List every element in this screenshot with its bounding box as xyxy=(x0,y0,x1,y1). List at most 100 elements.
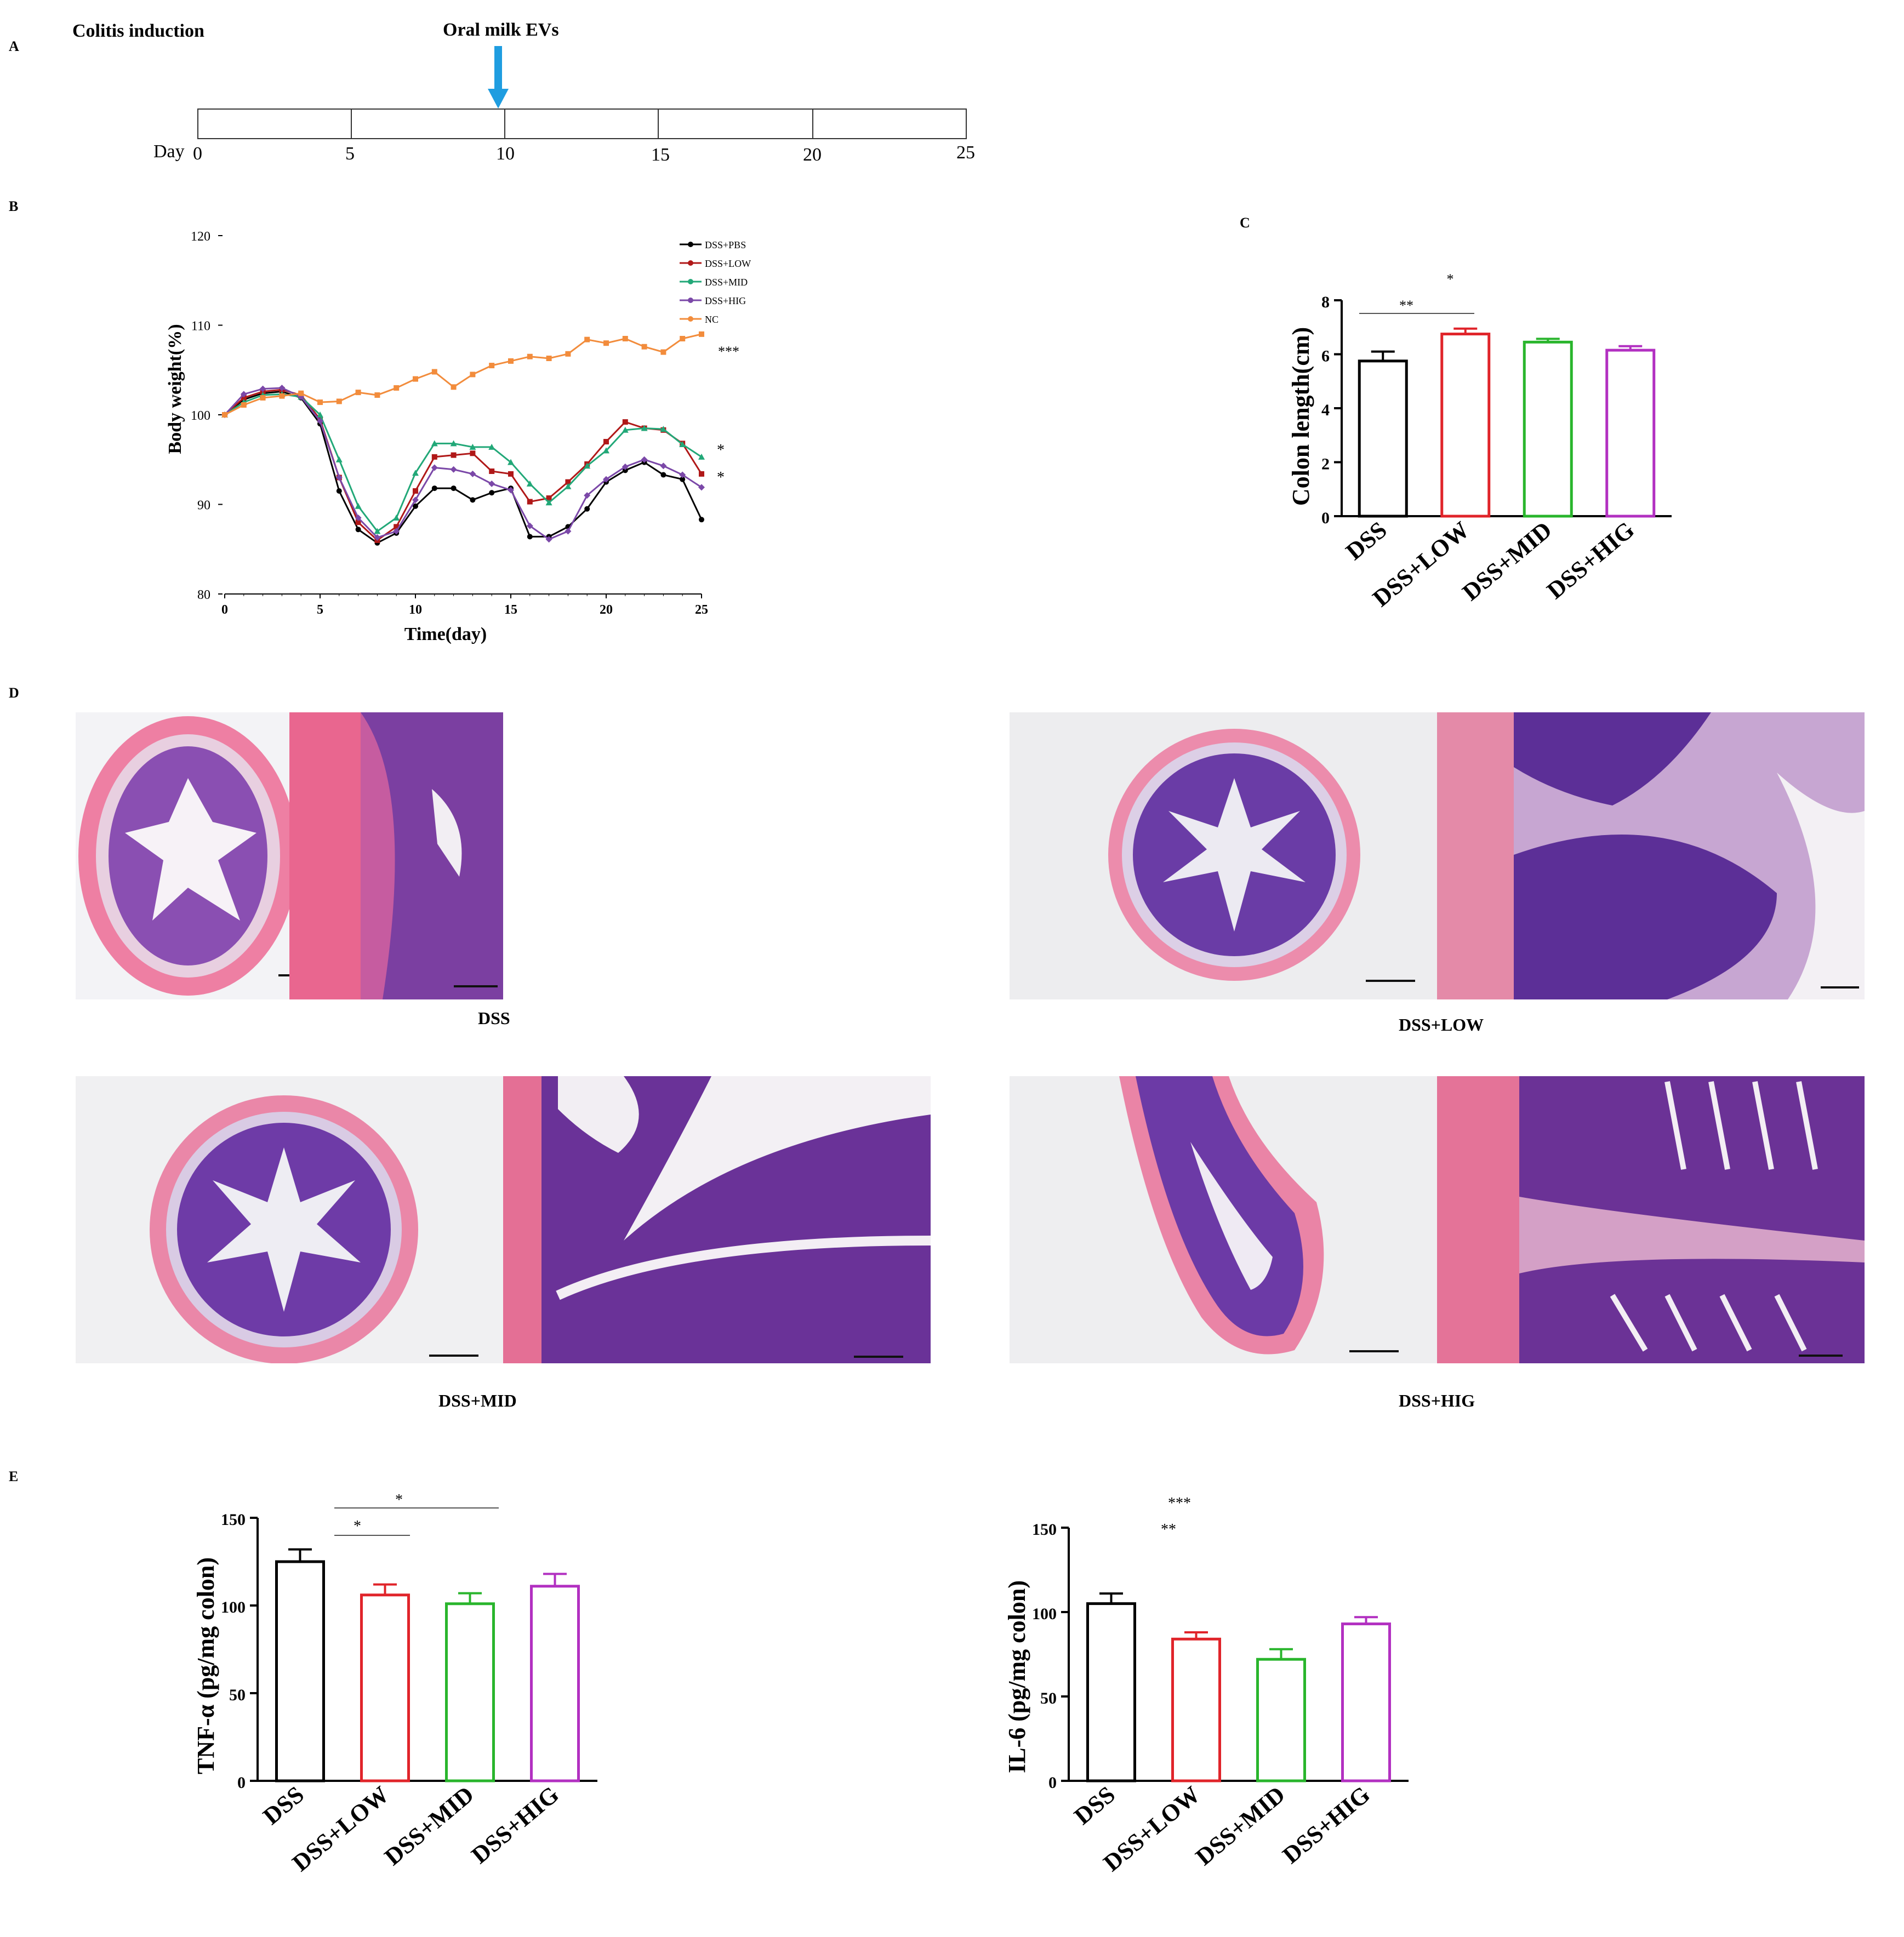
data-point xyxy=(336,398,342,404)
timeline-tick: 25 xyxy=(956,142,975,163)
y-axis-label: IL-6 (pg/mg colon) xyxy=(1004,1580,1030,1773)
y-tick-label: 6 xyxy=(1321,347,1330,365)
series-line-4 xyxy=(224,333,702,416)
significance-label: ** xyxy=(1399,298,1413,313)
data-point xyxy=(469,470,476,477)
data-point xyxy=(450,466,457,473)
data-point xyxy=(470,497,476,503)
timeline-segment-dss-3: 2.5%DSS xyxy=(812,108,967,139)
bar xyxy=(275,1560,325,1782)
series-line-3 xyxy=(224,387,702,540)
data-point xyxy=(488,443,495,450)
data-point xyxy=(584,336,590,342)
y-axis-label: Colon length(cm) xyxy=(1287,327,1314,506)
segment-label: 2.5%DSS xyxy=(240,113,309,134)
data-point xyxy=(545,499,552,506)
bar xyxy=(360,1593,410,1782)
data-point xyxy=(584,492,591,499)
y-axis-label: Body weight(%) xyxy=(165,324,185,454)
bar xyxy=(445,1602,495,1782)
y-tick-label: 8 xyxy=(1321,293,1330,311)
category-label: DSS xyxy=(1341,516,1392,565)
segment-label: Water xyxy=(715,113,756,134)
timeline-tick: 5 xyxy=(345,144,355,164)
data-point xyxy=(241,395,247,401)
timeline-segment-water-1: Water xyxy=(351,108,505,139)
bar xyxy=(1341,1622,1391,1782)
legend-marker xyxy=(688,316,693,322)
data-point xyxy=(489,490,495,496)
data-point xyxy=(565,351,571,357)
data-point xyxy=(335,474,343,481)
data-point xyxy=(508,487,514,494)
y-tick-label: 0 xyxy=(237,1774,246,1792)
data-point xyxy=(374,392,380,398)
data-point xyxy=(622,336,628,342)
data-point xyxy=(526,480,533,487)
significance-label: * xyxy=(354,1518,361,1535)
data-point xyxy=(431,464,438,471)
data-point xyxy=(641,456,648,463)
timeline-segment-dss-2: 2.5%DSS xyxy=(504,108,659,139)
legend-marker xyxy=(688,298,693,303)
data-point xyxy=(394,524,400,530)
series-line-2 xyxy=(224,393,702,533)
bar xyxy=(530,1585,580,1782)
data-point xyxy=(622,419,628,425)
data-point xyxy=(374,528,381,534)
y-tick-label: 2 xyxy=(1321,455,1330,473)
y-tick-label: 50 xyxy=(1040,1689,1057,1707)
y-tick-label: 0 xyxy=(1048,1774,1057,1792)
data-point xyxy=(431,369,437,375)
data-point xyxy=(527,499,533,505)
data-point xyxy=(698,453,705,460)
caption-dss: DSS xyxy=(478,1008,510,1028)
histology-dss-mid xyxy=(76,1076,931,1363)
down-arrow-icon xyxy=(488,46,509,108)
data-point xyxy=(355,527,361,533)
category-label: DSS+MID xyxy=(1457,516,1557,606)
y-tick-label: 120 xyxy=(191,230,210,244)
data-point xyxy=(431,454,437,460)
histology-dss xyxy=(76,712,503,999)
timeline-tick: 15 xyxy=(651,145,670,165)
legend-label: DSS+PBS xyxy=(705,239,746,250)
colon-length-bar-chart: Colon length(cm) 02468DSSDSS+LOWDSS+MIDD… xyxy=(1287,271,1672,612)
timeline-segment-dss-1: 2.5%DSS xyxy=(197,108,352,139)
data-point xyxy=(489,363,495,369)
legend-label: NC xyxy=(705,314,719,325)
data-point xyxy=(660,349,666,355)
data-point xyxy=(680,476,686,482)
y-tick-label: 100 xyxy=(191,409,210,423)
data-point xyxy=(565,528,572,535)
data-point xyxy=(222,412,227,418)
data-point xyxy=(660,462,667,470)
histology-image-dss-mid xyxy=(76,1076,931,1363)
x-tick-label: 10 xyxy=(409,603,422,617)
data-point xyxy=(355,502,362,509)
data-point xyxy=(260,395,266,401)
data-point xyxy=(393,515,400,521)
data-point xyxy=(545,536,552,543)
body-weight-line-chart: Body weight(%) Time(day) 80 90 100 110 120 0 5… xyxy=(165,230,751,644)
histology-image-dss xyxy=(76,712,503,999)
data-point xyxy=(527,534,533,540)
arrow-label: Oral milk EVs xyxy=(443,20,559,40)
data-point xyxy=(660,472,666,478)
data-point xyxy=(660,426,667,432)
data-point xyxy=(698,484,705,491)
data-point xyxy=(603,340,609,346)
data-point xyxy=(699,471,704,477)
data-point xyxy=(508,471,514,477)
category-label: DSS+HIG xyxy=(466,1781,564,1869)
data-point xyxy=(451,485,457,492)
data-point xyxy=(394,385,400,391)
data-point xyxy=(470,372,476,378)
timeline-tick: 20 xyxy=(803,145,822,165)
data-point xyxy=(641,344,647,350)
data-point xyxy=(546,355,552,361)
data-point xyxy=(622,426,629,433)
day-label: Day xyxy=(153,141,185,162)
y-tick-label: 150 xyxy=(1032,1521,1057,1539)
